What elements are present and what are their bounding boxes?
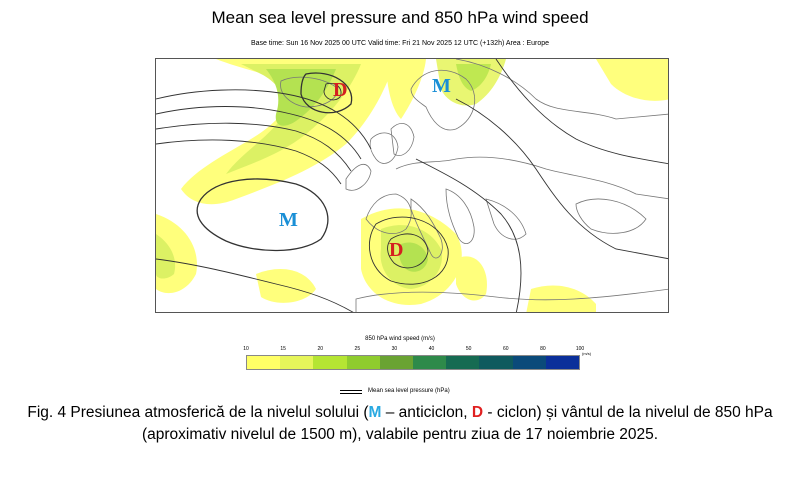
colorbar-swatch [512, 356, 546, 369]
colorbar-swatch [446, 356, 480, 369]
colorbar-swatch [346, 356, 380, 369]
colorbar-swatch [247, 356, 281, 369]
legend-title: 850 hPa wind speed (m/s) [365, 336, 435, 342]
legend-ticks: 10 15 20 25 30 40 50 60 80 100 [243, 346, 584, 354]
colorbar-swatch [313, 356, 347, 369]
caption-part3: - ciclon) și vântul de la nivelul de 850… [141, 404, 773, 443]
colorbar-swatch [379, 356, 414, 369]
pressure-marker-m-atlantic: M [279, 209, 298, 231]
caption-cyclone-letter: D [471, 404, 484, 421]
colorbar-swatch [413, 356, 447, 369]
colorbar-swatch [545, 356, 580, 369]
legend-tick-label: 40 [428, 346, 435, 352]
pressure-marker-m-north: M [432, 75, 451, 97]
legend-tick-label: 15 [280, 346, 286, 352]
legend-unit: (m/s) [582, 351, 592, 356]
wind-speed-colorbar [246, 355, 580, 370]
land-outlines [280, 59, 668, 312]
wind-speed-shading [156, 59, 668, 312]
legend-tick-label: 80 [540, 346, 546, 352]
colorbar-swatch [479, 356, 513, 369]
caption-part1: Fig. 4 Presiunea atmosferică de la nivel… [27, 404, 369, 421]
pressure-marker-d-mediterranean: D [389, 239, 404, 261]
legend-tick-label: 30 [391, 346, 398, 352]
isobar-legend-line [340, 390, 362, 394]
pressure-marker-d-north: D [333, 79, 348, 101]
legend-tick-label: 10 [243, 346, 249, 352]
caption-anticyclone-letter: M [368, 404, 382, 421]
legend-tick-label: 60 [502, 346, 509, 352]
isobars [156, 59, 668, 312]
isobar-legend: Mean sea level pressure (hPa) [340, 388, 540, 398]
map-svg [156, 59, 668, 312]
legend-tick-label: 25 [354, 346, 361, 352]
isobar-legend-label: Mean sea level pressure (hPa) [368, 388, 450, 394]
weather-map: D M M D [155, 58, 669, 313]
legend-tick-label: 50 [465, 346, 472, 352]
colorbar-swatch [280, 356, 314, 369]
legend-tick-label: 20 [317, 346, 323, 352]
legend-tick-label: 100 [575, 346, 585, 352]
chart-title: Mean sea level pressure and 850 hPa wind… [211, 8, 589, 27]
caption-part2: – anticiclon, [381, 404, 472, 421]
chart-subtitle: Base time: Sun 16 Nov 2025 00 UTC Valid … [250, 40, 550, 47]
figure-caption: Fig. 4 Presiunea atmosferică de la nivel… [20, 402, 780, 446]
